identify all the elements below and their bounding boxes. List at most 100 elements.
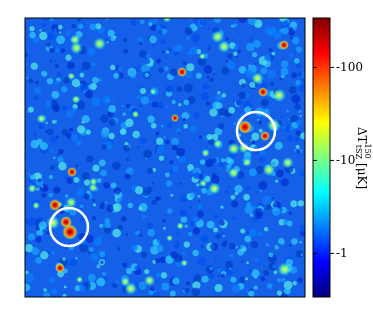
- texture: [248, 168, 257, 177]
- texture: [183, 61, 187, 65]
- texture: [271, 207, 281, 216]
- texture: [221, 158, 226, 163]
- texture: [233, 45, 239, 50]
- texture: [249, 66, 253, 70]
- texture: [141, 64, 150, 73]
- texture: [139, 233, 143, 238]
- texture: [28, 78, 34, 84]
- texture: [172, 165, 179, 173]
- texture: [162, 50, 165, 54]
- texture: [122, 112, 126, 116]
- texture: [162, 143, 165, 146]
- texture: [90, 253, 99, 262]
- texture: [245, 93, 250, 98]
- texture: [139, 104, 142, 107]
- texture: [265, 204, 272, 210]
- texture: [182, 117, 186, 122]
- texture: [197, 203, 203, 209]
- texture: [294, 103, 301, 110]
- warm-spot: [211, 30, 225, 44]
- texture: [206, 75, 210, 79]
- texture: [92, 164, 100, 172]
- texture: [138, 41, 143, 46]
- texture: [54, 80, 60, 85]
- texture: [129, 169, 135, 175]
- texture: [187, 50, 192, 56]
- texture: [74, 285, 81, 292]
- texture: [163, 227, 166, 230]
- warm-spot: [238, 142, 250, 154]
- texture: [25, 283, 31, 292]
- texture: [65, 54, 72, 61]
- texture: [290, 200, 298, 208]
- texture: [50, 135, 58, 144]
- texture: [198, 135, 203, 139]
- texture: [184, 27, 193, 35]
- texture: [25, 52, 28, 58]
- texture: [35, 226, 41, 231]
- texture: [126, 158, 130, 162]
- texture: [244, 106, 252, 114]
- colorbar-tick-label: -10: [336, 153, 355, 167]
- texture: [203, 64, 213, 74]
- texture: [95, 23, 102, 30]
- texture: [127, 202, 134, 209]
- texture: [125, 267, 133, 275]
- warm-spot: [36, 114, 46, 124]
- texture: [41, 70, 48, 77]
- texture: [225, 156, 232, 164]
- texture: [188, 231, 193, 237]
- texture: [140, 251, 147, 258]
- texture: [127, 67, 137, 77]
- texture: [39, 29, 42, 32]
- texture: [254, 62, 257, 66]
- texture: [92, 216, 97, 221]
- texture: [147, 167, 154, 174]
- texture: [225, 260, 234, 269]
- texture: [246, 261, 249, 265]
- texture: [280, 115, 284, 118]
- texture: [76, 125, 86, 134]
- texture: [166, 84, 174, 93]
- texture: [69, 127, 73, 132]
- texture: [27, 207, 30, 210]
- texture: [190, 221, 195, 227]
- texture: [191, 287, 201, 297]
- texture: [118, 66, 123, 71]
- texture: [170, 193, 174, 197]
- texture: [27, 233, 36, 241]
- texture: [255, 165, 265, 175]
- texture: [187, 96, 196, 105]
- texture: [293, 148, 297, 152]
- warm-spot: [120, 276, 131, 287]
- texture: [139, 87, 147, 95]
- texture: [218, 167, 222, 170]
- texture: [73, 176, 80, 183]
- hot-spot: [238, 120, 252, 134]
- texture: [86, 155, 94, 163]
- texture: [105, 18, 110, 21]
- texture: [244, 277, 248, 281]
- texture: [99, 223, 104, 228]
- texture: [193, 112, 200, 119]
- texture: [300, 253, 303, 256]
- texture: [87, 47, 96, 56]
- texture: [228, 267, 232, 271]
- warm-spot: [201, 148, 210, 158]
- texture: [162, 218, 166, 223]
- texture: [48, 174, 53, 180]
- texture: [100, 201, 105, 205]
- texture: [152, 44, 155, 48]
- texture: [189, 192, 196, 199]
- texture: [87, 273, 96, 282]
- texture: [51, 24, 60, 33]
- texture: [91, 61, 96, 67]
- texture: [147, 228, 155, 237]
- texture: [159, 39, 166, 45]
- texture: [202, 174, 207, 178]
- texture: [296, 150, 301, 154]
- texture: [113, 187, 122, 195]
- texture: [197, 257, 207, 266]
- warm-spot: [176, 222, 184, 230]
- warm-spot: [143, 275, 156, 287]
